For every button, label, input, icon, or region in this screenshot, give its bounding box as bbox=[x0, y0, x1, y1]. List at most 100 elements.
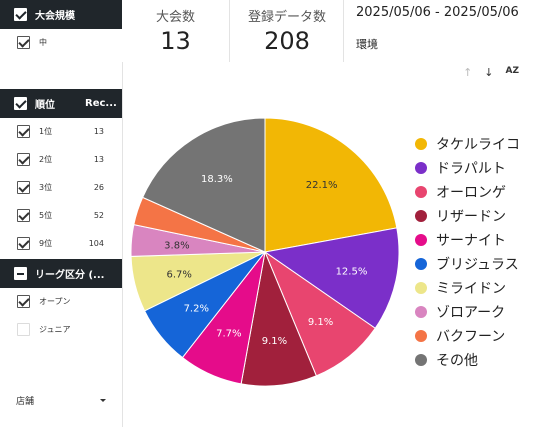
legend-item[interactable]: ブリジュラス bbox=[415, 252, 520, 276]
checkbox[interactable] bbox=[17, 180, 30, 194]
legend-label: ミライドン bbox=[436, 281, 506, 297]
rank-count: 52 bbox=[93, 210, 104, 220]
pie-slice[interactable] bbox=[141, 117, 266, 253]
legend-label: その他 bbox=[436, 353, 478, 369]
rank-select-all-checkbox[interactable] bbox=[14, 97, 27, 110]
checkbox[interactable] bbox=[17, 294, 30, 308]
slice-percent-label: 3.8% bbox=[164, 240, 189, 251]
slice-percent-label: 6.7% bbox=[166, 269, 191, 280]
slice-percent-label: 12.5% bbox=[336, 267, 368, 278]
legend-swatch bbox=[415, 330, 427, 342]
pie-chart: 22.1% 12.5% 9.1% 9.1% 7.7% 7.2% 6.7% 3.8% 18.3% bbox=[130, 117, 400, 387]
size-item-label: 中 bbox=[39, 37, 47, 47]
slice-percent-label: 7.2% bbox=[184, 304, 209, 315]
scorecard-label: 大会数 bbox=[155, 10, 195, 25]
rank-count: 104 bbox=[88, 238, 104, 248]
size-select-all-checkbox[interactable] bbox=[14, 8, 27, 21]
slice-percent-label: 22.1% bbox=[306, 180, 338, 191]
legend-swatch bbox=[415, 186, 427, 198]
chart-panel bbox=[122, 62, 537, 427]
slice-percent-label: 9.1% bbox=[262, 336, 287, 347]
checkbox[interactable] bbox=[17, 322, 30, 336]
legend-item[interactable]: タケルライコ bbox=[415, 132, 520, 156]
legend-label: リザードン bbox=[436, 209, 506, 225]
legend-swatch bbox=[415, 210, 427, 222]
checkbox[interactable] bbox=[17, 208, 30, 222]
date-range-picker[interactable]: 2025/05/06 - 2025/05/06 bbox=[356, 5, 519, 20]
sort-alpha-icon[interactable]: AZ bbox=[505, 66, 520, 76]
rank-item-3[interactable]: 3位 26 bbox=[0, 179, 122, 195]
size-filter-header[interactable]: 大会規模 bbox=[0, 0, 122, 29]
legend-item[interactable]: バクフーン bbox=[415, 324, 520, 348]
checkbox[interactable] bbox=[17, 124, 30, 138]
legend-label: バクフーン bbox=[436, 329, 506, 345]
slice-percent-label: 18.3% bbox=[201, 174, 233, 185]
rank-count: 26 bbox=[93, 182, 104, 192]
environment-label: 環境 bbox=[356, 38, 378, 51]
legend-swatch bbox=[415, 162, 427, 174]
rank-filter-header[interactable]: 順位 Rec... bbox=[0, 89, 122, 118]
league-filter-header[interactable]: リーグ区分 (... bbox=[0, 259, 122, 288]
slice-percent-label: 9.1% bbox=[308, 317, 333, 328]
rank-item-9[interactable]: 9位 104 bbox=[0, 235, 122, 251]
legend-swatch bbox=[415, 234, 427, 246]
chart-toolbar: ↑ ↓ AZ bbox=[463, 66, 519, 79]
scorecard-label: 登録データ数 bbox=[247, 10, 326, 25]
legend-item[interactable]: ドラパルト bbox=[415, 156, 520, 180]
slice-percent-label: 7.7% bbox=[216, 329, 241, 340]
legend-label: ゾロアーク bbox=[436, 305, 506, 321]
rank-label: 9位 bbox=[39, 238, 53, 248]
size-item-medium[interactable]: 中 bbox=[0, 34, 122, 50]
legend-swatch bbox=[415, 282, 427, 294]
legend-label: ドラパルト bbox=[436, 161, 506, 177]
checkbox[interactable] bbox=[17, 236, 30, 250]
chart-legend: タケルライコ ドラパルトオーロンゲリザードンサーナイトブリジュラス ミライドンゾロア… bbox=[415, 132, 520, 372]
legend-swatch bbox=[415, 258, 427, 270]
pie-slice[interactable] bbox=[263, 227, 400, 329]
legend-item[interactable]: その他 bbox=[415, 348, 520, 372]
legend-label: ブリジュラス bbox=[436, 257, 519, 273]
rank-item-5[interactable]: 5位 52 bbox=[0, 207, 122, 223]
rank-count: 13 bbox=[93, 126, 104, 136]
shop-dropdown-label: 店舗 bbox=[16, 396, 35, 407]
shop-dropdown[interactable]: 店舗 bbox=[0, 385, 122, 415]
league-label: オープン bbox=[39, 296, 71, 306]
sort-descending-icon[interactable]: ↓ bbox=[484, 66, 494, 79]
record-count-header[interactable]: Rec... bbox=[85, 98, 117, 109]
legend-item[interactable]: オーロンゲ bbox=[415, 180, 520, 204]
league-filter-title: リーグ区分 (... bbox=[35, 270, 105, 281]
scorecard-value: 13 bbox=[160, 27, 191, 55]
legend-swatch bbox=[415, 354, 427, 366]
rank-label: 5位 bbox=[39, 210, 53, 220]
legend-item[interactable]: リザードン bbox=[415, 204, 520, 228]
rank-label: 3位 bbox=[39, 182, 53, 192]
scorecard-value: 208 bbox=[264, 27, 310, 55]
league-partial-checkbox[interactable] bbox=[14, 267, 27, 280]
caret-down-icon bbox=[100, 399, 106, 402]
legend-label: サーナイト bbox=[436, 233, 506, 249]
rank-filter-title: 順位 bbox=[35, 100, 55, 111]
scorecard-records: 登録データ数 208 bbox=[231, 0, 344, 62]
checkbox[interactable] bbox=[17, 35, 30, 49]
league-item-open[interactable]: オープン bbox=[0, 293, 122, 309]
rank-item-2[interactable]: 2位 13 bbox=[0, 151, 122, 167]
scorecard-tournaments: 大会数 13 bbox=[122, 0, 230, 62]
rank-item-1[interactable]: 1位 13 bbox=[0, 123, 122, 139]
legend-label: オーロンゲ bbox=[436, 185, 506, 201]
size-filter-title: 大会規模 bbox=[35, 11, 75, 22]
rank-label: 1位 bbox=[39, 126, 53, 136]
league-label: ジュニア bbox=[39, 324, 71, 334]
legend-label: タケルライコ bbox=[436, 137, 520, 153]
league-item-junior[interactable]: ジュニア bbox=[0, 321, 122, 337]
legend-item[interactable]: ミライドン bbox=[415, 276, 520, 300]
legend-swatch bbox=[415, 138, 427, 150]
legend-swatch bbox=[415, 306, 427, 318]
legend-item[interactable]: ゾロアーク bbox=[415, 300, 520, 324]
legend-item[interactable]: サーナイト bbox=[415, 228, 520, 252]
sort-ascending-icon[interactable]: ↑ bbox=[463, 66, 473, 79]
filter-panel: 大会規模 中 順位 Rec... 1位 13 2位 13 3位 26 5位 52… bbox=[0, 0, 122, 427]
pie-slice[interactable] bbox=[264, 117, 398, 253]
checkbox[interactable] bbox=[17, 152, 30, 166]
rank-count: 13 bbox=[93, 154, 104, 164]
rank-label: 2位 bbox=[39, 154, 53, 164]
